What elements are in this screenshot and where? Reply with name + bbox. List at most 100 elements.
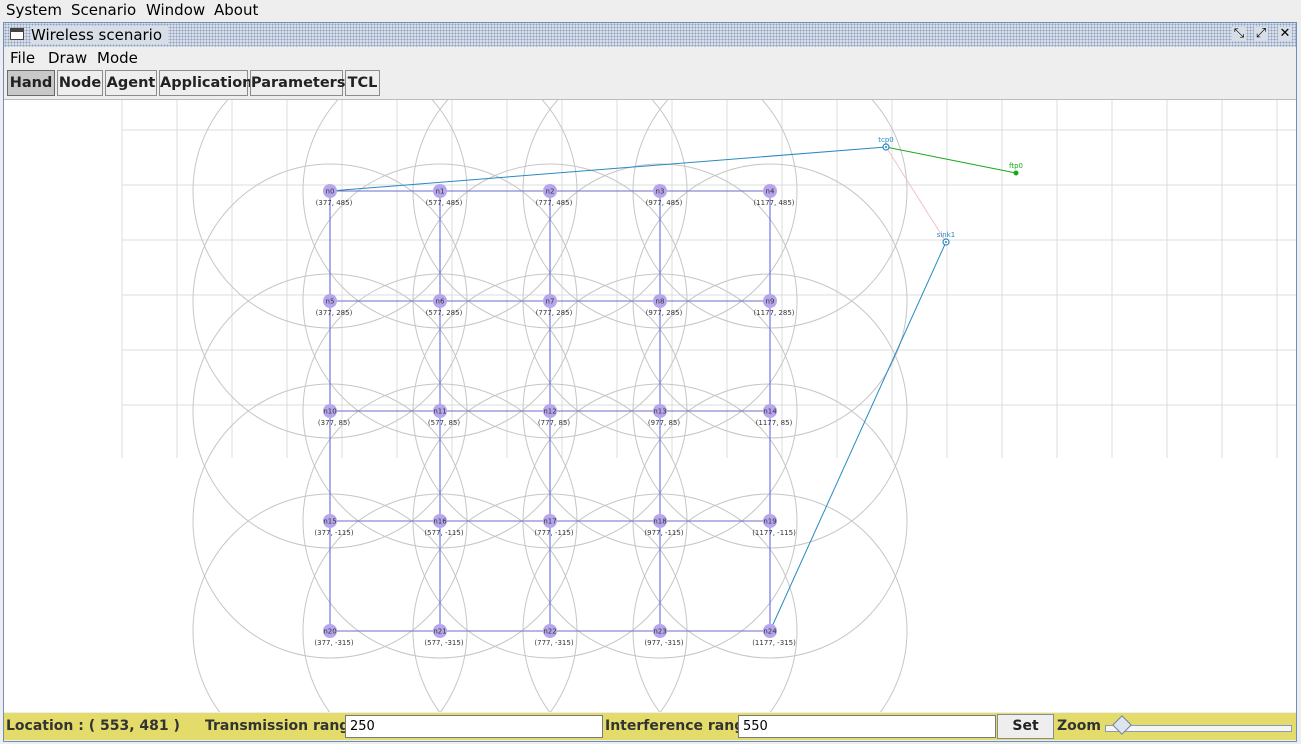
node-n22[interactable] bbox=[543, 624, 557, 638]
node-n15[interactable] bbox=[323, 514, 337, 528]
node-n7[interactable] bbox=[543, 294, 557, 308]
node-n2[interactable] bbox=[543, 184, 557, 198]
agent-label: tcp0 bbox=[878, 136, 894, 144]
agent-label: ftp0 bbox=[1009, 162, 1023, 170]
node-button[interactable]: Node bbox=[57, 70, 103, 96]
status-bar: Location : ( 553, 481 ) Transmission ran… bbox=[4, 713, 1296, 740]
agent-attach-link bbox=[329, 146, 887, 192]
scenario-drawing[interactable]: tcp0 ftp0 sink1 n0 (377, 485) n1 (577, 485) n2 (… bbox=[4, 100, 1296, 712]
node-n23[interactable] bbox=[653, 624, 667, 638]
node-coord-label: (577, -115) bbox=[424, 529, 463, 537]
node-label: n16 bbox=[433, 518, 447, 526]
scenario-canvas[interactable]: tcp0 ftp0 sink1 n0 (377, 485) n1 (577, 485) n2 (… bbox=[4, 99, 1296, 712]
menu-mode[interactable]: Mode bbox=[97, 49, 138, 67]
application-ftp0[interactable] bbox=[1013, 170, 1019, 176]
app-attach-link bbox=[885, 146, 1017, 174]
close-icon[interactable]: ✕ bbox=[1278, 26, 1292, 41]
node-coord-label: (1177, 485) bbox=[753, 199, 794, 207]
node-label: n6 bbox=[436, 298, 445, 306]
node-coord-label: (577, 485) bbox=[426, 199, 463, 207]
interference-range-label: Interference range bbox=[605, 718, 754, 734]
mode-toolbar: Hand Node Agent Application Parameters T… bbox=[4, 70, 1296, 98]
hand-button[interactable]: Hand bbox=[7, 70, 55, 96]
node-label: n14 bbox=[763, 408, 777, 416]
node-coord-label: (577, 85) bbox=[428, 419, 460, 427]
node-label: n12 bbox=[543, 408, 556, 416]
node-n4[interactable] bbox=[763, 184, 777, 198]
minimize-icon[interactable]: ⤡ bbox=[1232, 26, 1246, 41]
location-readout: Location : ( 553, 481 ) bbox=[6, 718, 180, 734]
node-n24[interactable] bbox=[763, 624, 777, 638]
menu-draw[interactable]: Draw bbox=[48, 49, 88, 67]
node-n11[interactable] bbox=[433, 404, 447, 418]
agent-dot bbox=[885, 146, 887, 148]
node-n19[interactable] bbox=[763, 514, 777, 528]
node-n21[interactable] bbox=[433, 624, 447, 638]
menu-window[interactable]: Window bbox=[146, 1, 206, 19]
node-coord-label: (777, 285) bbox=[536, 309, 573, 317]
zoom-slider-track[interactable] bbox=[1105, 725, 1292, 732]
node-label: n5 bbox=[326, 298, 335, 306]
tcl-button[interactable]: TCL bbox=[345, 70, 380, 96]
window-icon bbox=[10, 28, 24, 40]
node-n16[interactable] bbox=[433, 514, 447, 528]
node-label: n19 bbox=[763, 518, 776, 526]
node-coord-label: (777, -315) bbox=[534, 639, 573, 647]
node-n12[interactable] bbox=[543, 404, 557, 418]
node-n13[interactable] bbox=[653, 404, 667, 418]
node-label: n13 bbox=[653, 408, 666, 416]
node-coord-label: (577, 285) bbox=[426, 309, 463, 317]
desktop-menubar: System Scenario Window About bbox=[0, 0, 1301, 20]
node-label: n17 bbox=[543, 518, 556, 526]
node-label: n23 bbox=[653, 628, 666, 636]
node-coord-label: (377, -115) bbox=[314, 529, 353, 537]
node-coord-label: (977, 485) bbox=[646, 199, 683, 207]
node-n10[interactable] bbox=[323, 404, 337, 418]
menu-system[interactable]: System bbox=[6, 1, 62, 19]
node-label: n1 bbox=[436, 188, 445, 196]
node-coord-label: (1177, 285) bbox=[753, 309, 794, 317]
node-coord-label: (977, 285) bbox=[646, 309, 683, 317]
menu-about[interactable]: About bbox=[214, 1, 259, 19]
agent-dot bbox=[945, 241, 947, 243]
node-n9[interactable] bbox=[763, 294, 777, 308]
node-n20[interactable] bbox=[323, 624, 337, 638]
node-coord-label: (377, -315) bbox=[314, 639, 353, 647]
node-coord-label: (377, 85) bbox=[318, 419, 350, 427]
interference-range-input[interactable] bbox=[738, 715, 996, 738]
node-n17[interactable] bbox=[543, 514, 557, 528]
window-menubar: File Draw Mode bbox=[4, 48, 1296, 68]
node-label: n20 bbox=[323, 628, 336, 636]
node-label: n8 bbox=[656, 298, 665, 306]
set-button[interactable]: Set bbox=[997, 714, 1054, 739]
node-coord-label: (377, 485) bbox=[316, 199, 353, 207]
node-n6[interactable] bbox=[433, 294, 447, 308]
node-label: n10 bbox=[323, 408, 336, 416]
node-label: n3 bbox=[656, 188, 665, 196]
transmission-range-label: Transmission range bbox=[205, 718, 359, 734]
window-titlebar[interactable]: Wireless scenario ⤡ ⤢ ✕ bbox=[4, 23, 1296, 47]
node-label: n4 bbox=[766, 188, 775, 196]
menu-scenario[interactable]: Scenario bbox=[71, 1, 137, 19]
node-n14[interactable] bbox=[763, 404, 777, 418]
node-n18[interactable] bbox=[653, 514, 667, 528]
node-coord-label: (1177, 85) bbox=[756, 419, 793, 427]
maximize-icon[interactable]: ⤢ bbox=[1254, 26, 1268, 41]
node-label: n24 bbox=[763, 628, 777, 636]
node-n1[interactable] bbox=[433, 184, 447, 198]
window-title: Wireless scenario bbox=[31, 26, 169, 44]
parameters-button[interactable]: Parameters bbox=[250, 70, 345, 96]
agent-attach-link bbox=[769, 241, 947, 632]
node-n0[interactable] bbox=[323, 184, 337, 198]
transmission-range-input[interactable] bbox=[345, 715, 603, 738]
zoom-label: Zoom bbox=[1057, 718, 1101, 734]
menu-file[interactable]: File bbox=[10, 49, 36, 67]
node-label: n15 bbox=[323, 518, 336, 526]
node-coord-label: (777, 85) bbox=[538, 419, 570, 427]
application-button[interactable]: Application bbox=[159, 70, 253, 96]
node-n5[interactable] bbox=[323, 294, 337, 308]
agent-button[interactable]: Agent bbox=[105, 70, 157, 96]
node-n3[interactable] bbox=[653, 184, 667, 198]
node-coord-label: (977, -315) bbox=[644, 639, 683, 647]
node-n8[interactable] bbox=[653, 294, 667, 308]
